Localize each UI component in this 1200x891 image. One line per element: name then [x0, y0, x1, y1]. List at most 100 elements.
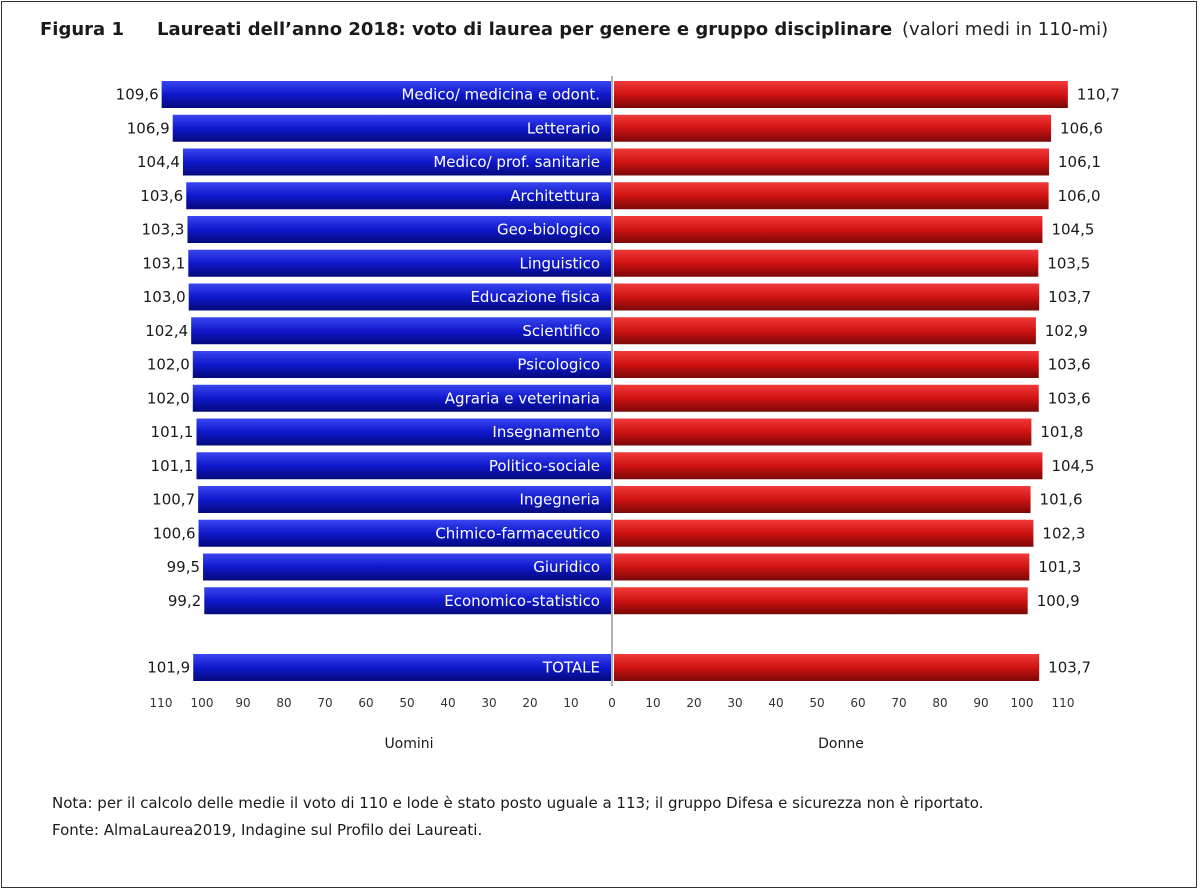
x-tick-label: 70 [891, 696, 906, 710]
bar-donne-giuridico [614, 553, 1030, 581]
x-tick-label: 100 [1011, 696, 1034, 710]
category-label: Giuridico [533, 558, 600, 576]
category-label: TOTALE [542, 659, 600, 677]
category-label: Geo-biologico [497, 221, 600, 239]
data-label-uomini: 100,7 [152, 491, 195, 509]
population-pyramid-chart: Medico/ medicina e odont. 109,6 110,7 Lette… [116, 76, 1120, 752]
data-label-uomini: 106,9 [127, 119, 170, 137]
x-tick-label: 80 [932, 696, 947, 710]
category-label: Scientifico [522, 322, 600, 340]
x-tick-label: 50 [809, 696, 824, 710]
x-tick-label: 10 [645, 696, 660, 710]
source-text: Fonte: AlmaLaurea2019, Indagine sul Prof… [52, 821, 483, 839]
bar-donne-insegnamento [614, 418, 1032, 446]
x-tick-label: 0 [608, 696, 616, 710]
series-label-uomini: Uomini [384, 736, 433, 752]
x-tick-label: 30 [481, 696, 496, 710]
bar-donne-chimico-farmaceutico [614, 519, 1034, 547]
data-label-uomini: 102,0 [147, 356, 190, 374]
data-label-donne: 103,6 [1048, 389, 1091, 407]
bar-donne-economico-statistico [614, 587, 1028, 615]
x-tick-label: 20 [686, 696, 701, 710]
note-text: Nota: per il calcolo delle medie il voto… [52, 794, 984, 812]
bar-uomini-politico-sociale [196, 452, 612, 480]
data-label-uomini: 103,6 [140, 187, 183, 205]
data-label-donne: 103,6 [1048, 356, 1091, 374]
x-tick-label: 40 [768, 696, 783, 710]
category-label: Linguistico [519, 254, 600, 272]
chart-notes: Nota: per il calcolo delle medie il voto… [52, 790, 983, 844]
bar-uomini-totale [193, 654, 611, 681]
bar-uomini-economico-statistico [204, 587, 611, 615]
category-label: Politico-sociale [489, 457, 600, 475]
category-label: Medico/ medicina e odont. [401, 86, 600, 104]
x-tick-label: 20 [522, 696, 537, 710]
bar-uomini-psicologico [192, 351, 612, 378]
bar-donne-geo-biologico [614, 216, 1043, 243]
x-tick-label: 60 [850, 696, 865, 710]
x-tick-label: 40 [440, 696, 455, 710]
x-tick-label: 70 [317, 696, 332, 710]
data-label-donne: 101,3 [1038, 558, 1081, 576]
data-label-donne: 106,0 [1058, 187, 1101, 205]
figure-label: Figura 1 [40, 19, 124, 40]
x-tick-label: 100 [191, 696, 214, 710]
chart-subtitle: (valori medi in 110-mi) [902, 19, 1109, 40]
bar-uomini-architettura [186, 182, 612, 210]
category-label: Architettura [510, 187, 600, 205]
bar-donne-totale [614, 654, 1040, 681]
data-label-donne: 103,7 [1048, 659, 1091, 677]
data-label-donne: 100,9 [1037, 592, 1080, 610]
data-label-uomini: 109,6 [116, 86, 159, 104]
x-tick-label: 10 [563, 696, 578, 710]
category-label: Psicologico [517, 356, 600, 374]
x-tick-label: 110 [150, 696, 173, 710]
data-label-donne: 103,5 [1047, 254, 1090, 272]
data-label-donne: 102,3 [1042, 524, 1085, 542]
data-label-donne: 106,6 [1060, 119, 1103, 137]
bar-donne-ingegneria [614, 486, 1031, 513]
bar-uomini-agraria-e-veterinaria [192, 384, 612, 412]
x-tick-label: 50 [399, 696, 414, 710]
data-label-uomini: 102,4 [145, 322, 188, 340]
data-label-uomini: 104,4 [137, 153, 180, 171]
data-label-donne: 101,8 [1040, 423, 1083, 441]
x-tick-label: 90 [973, 696, 988, 710]
category-label: Educazione fisica [470, 288, 600, 306]
data-label-uomini: 101,1 [151, 423, 194, 441]
bar-uomini-educazione-fisica [188, 283, 611, 311]
bar-uomini-medico-medicina-e-odont [161, 81, 611, 108]
bar-uomini-chimico-farmaceutico [198, 519, 612, 547]
category-label: Ingegneria [520, 491, 600, 509]
bar-uomini-scientifico [191, 317, 611, 345]
bar-donne-linguistico [614, 249, 1039, 277]
x-tick-label: 60 [358, 696, 373, 710]
x-tick-label: 90 [235, 696, 250, 710]
data-label-donne: 110,7 [1077, 86, 1120, 104]
category-label: Medico/ prof. sanitarie [433, 153, 600, 171]
data-label-uomini: 102,0 [147, 389, 190, 407]
data-label-donne: 106,1 [1058, 153, 1101, 171]
data-label-uomini: 99,5 [167, 558, 200, 576]
data-label-uomini: 103,0 [143, 288, 186, 306]
category-label: Letterario [527, 119, 600, 137]
bar-uomini-letterario [172, 114, 611, 142]
data-label-donne: 101,6 [1040, 491, 1083, 509]
bar-uomini-linguistico [188, 249, 612, 277]
figure-title: Laureati dell’anno 2018: voto di laurea … [157, 19, 1108, 40]
bar-uomini-insegnamento [196, 418, 612, 446]
bar-uomini-giuridico [203, 553, 612, 581]
data-label-donne: 104,5 [1051, 221, 1094, 239]
category-label: Economico-statistico [444, 592, 600, 610]
bar-donne-letterario [614, 114, 1052, 142]
bar-donne-educazione-fisica [614, 283, 1040, 311]
chart-title: Laureati dell’anno 2018: voto di laurea … [157, 19, 893, 40]
data-label-uomini: 101,1 [151, 457, 194, 475]
series-label-donne: Donne [818, 736, 864, 752]
bar-donne-agraria-e-veterinaria [614, 384, 1039, 412]
x-tick-label: 80 [276, 696, 291, 710]
bar-donne-politico-sociale [614, 452, 1043, 480]
data-label-uomini: 99,2 [168, 592, 201, 610]
category-label: Chimico-farmaceutico [435, 524, 600, 542]
data-label-uomini: 103,1 [142, 254, 185, 272]
